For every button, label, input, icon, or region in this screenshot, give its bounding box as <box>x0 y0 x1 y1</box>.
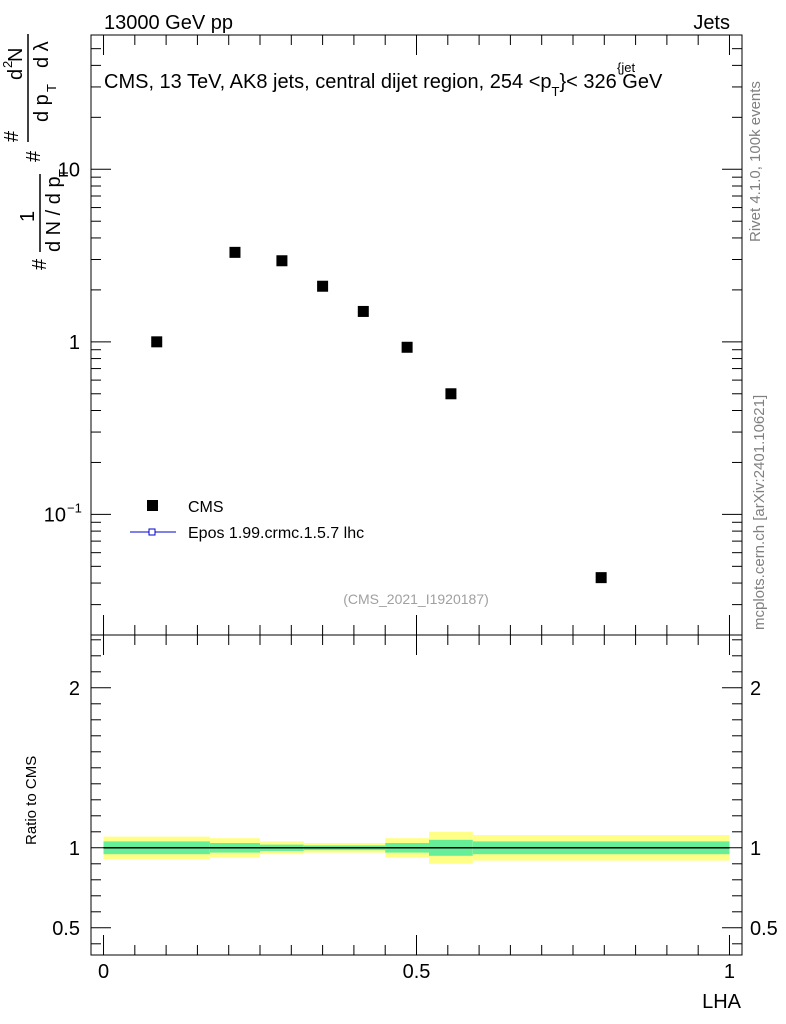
main-ytick-label-2: 10 <box>44 504 66 526</box>
cms-data-point <box>595 572 607 584</box>
ratio-ytick-label-right-2: 0.5 <box>750 918 778 940</box>
cms-data-point <box>445 388 457 400</box>
legend: CMS Epos 1.99.crmc.1.5.7 lhc <box>130 499 364 542</box>
chart-title-sup: {jet <box>617 60 635 75</box>
ylabel-dpt: d p <box>31 94 53 122</box>
main-points <box>151 246 607 584</box>
ratio-ticks: 2 2 1 1 0.5 0.5 0 0.5 1 <box>52 635 778 983</box>
chart-title-prefix: CMS, 13 TeV, AK8 jets, central dijet reg… <box>104 71 552 93</box>
ylabel-hash-3: # <box>1 130 23 142</box>
ratio-ytick-label-right-0: 2 <box>750 678 761 700</box>
legend-label-mc: Epos 1.99.crmc.1.5.7 lhc <box>188 525 364 542</box>
analysis-watermark: (CMS_2021_I1920187) <box>343 591 489 607</box>
cms-data-point <box>317 280 329 292</box>
main-ytick-label-1: 1 <box>69 332 80 354</box>
main-panel-frame <box>90 34 743 636</box>
header-right: Jets <box>693 12 730 34</box>
cms-data-point <box>151 336 163 348</box>
cms-data-point <box>357 305 369 317</box>
cms-data-point <box>276 255 288 267</box>
chart-title-suffix: }< 326 GeV <box>559 71 663 93</box>
xtick-label-0: 0 <box>98 961 109 983</box>
ratio-bands <box>103 831 730 864</box>
ylabel-dpt-sub: T <box>44 84 59 92</box>
header-left: 13000 GeV pp <box>104 12 233 34</box>
ratio-ytick-label-left-2: 0.5 <box>52 918 80 940</box>
ylabel-dlambda: d λ <box>31 41 53 68</box>
legend-marker-mc-square <box>148 528 156 536</box>
ylabel-d-sup: 2 <box>0 61 15 68</box>
ratio-ytick-label-left-0: 2 <box>69 678 80 700</box>
chart-title-sub: T <box>552 84 560 99</box>
ylabel-d: d <box>5 69 27 80</box>
chart-title: CMS, 13 TeV, AK8 jets, central dijet reg… <box>104 71 663 99</box>
ylabel-dn-dpt: d N / d p <box>43 176 65 252</box>
ylabel-hash-1: # <box>29 258 51 270</box>
ratio-panel-frame <box>90 634 743 956</box>
legend-label-cms: CMS <box>188 499 224 516</box>
main-ytick-label-sup-2: −1 <box>67 500 82 515</box>
ratio-ylabel: Ratio to CMS <box>23 756 40 845</box>
main-ylabel: # 1 d N / d p T # d 2 N # d p T d λ <box>0 34 71 270</box>
ylabel-n: N <box>5 48 27 62</box>
ratio-ytick-label-left-1: 1 <box>69 838 80 860</box>
mcplots-label: mcplots.cern.ch [arXiv:2401.10621] <box>751 395 768 630</box>
ylabel-hash-2: # <box>23 150 45 162</box>
cms-data-point <box>229 246 241 258</box>
xtick-label-1: 0.5 <box>403 961 431 983</box>
xtick-label-2: 1 <box>724 961 735 983</box>
main-ytick-label-0: 10 <box>58 159 80 181</box>
ylabel-one: 1 <box>17 211 39 222</box>
cms-data-point <box>401 341 413 353</box>
rivet-label: Rivet 4.1.0, 100k events <box>747 81 764 242</box>
x-axis-label: LHA <box>702 991 742 1013</box>
ylabel-dn-dpt-sub: T <box>56 169 71 177</box>
legend-marker-cms <box>147 500 158 511</box>
ratio-ytick-label-right-1: 1 <box>750 838 761 860</box>
